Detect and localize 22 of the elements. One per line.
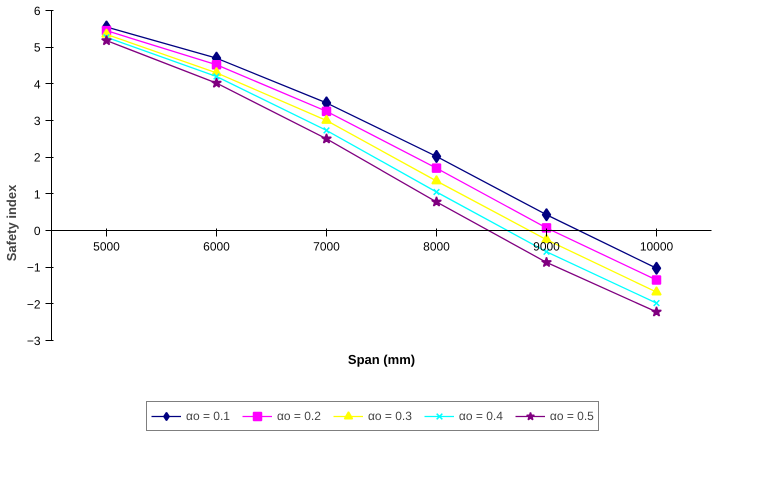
y-tick-label: 4 [34, 77, 41, 92]
legend-label: αo = 0.1 [186, 409, 230, 423]
y-tick-label: 5 [34, 40, 41, 55]
x-tick-label: 6000 [203, 240, 230, 254]
legend-label: αo = 0.3 [368, 409, 412, 423]
x-tick-label: 8000 [423, 240, 450, 254]
y-axis-title: Safety index [4, 184, 19, 262]
x-tick-label: 7000 [313, 240, 340, 254]
y-tick-label: −2 [26, 297, 41, 312]
legend-label: αo = 0.5 [550, 409, 594, 423]
y-tick-label: 2 [34, 150, 41, 165]
y-tick-label: 6 [34, 4, 41, 18]
y-tick-label: −1 [26, 260, 41, 275]
legend-label: αo = 0.2 [276, 409, 321, 423]
y-tick-label: −3 [26, 334, 41, 348]
legend-label: αo = 0.4 [458, 409, 503, 423]
x-axis-title: Span (mm) [348, 352, 416, 367]
x-tick-label: 5000 [93, 240, 120, 254]
x-tick-label: 10000 [640, 240, 674, 254]
y-tick-label: 1 [34, 187, 41, 202]
y-tick-label: 3 [34, 114, 41, 128]
y-tick-label: 0 [34, 224, 41, 238]
